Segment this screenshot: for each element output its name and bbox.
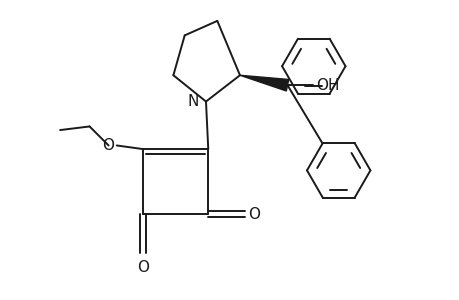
Text: O: O (102, 137, 114, 152)
Text: OH: OH (316, 78, 339, 93)
Polygon shape (240, 75, 288, 91)
Text: N: N (187, 94, 199, 109)
Text: O: O (137, 260, 149, 274)
Text: O: O (247, 207, 259, 222)
